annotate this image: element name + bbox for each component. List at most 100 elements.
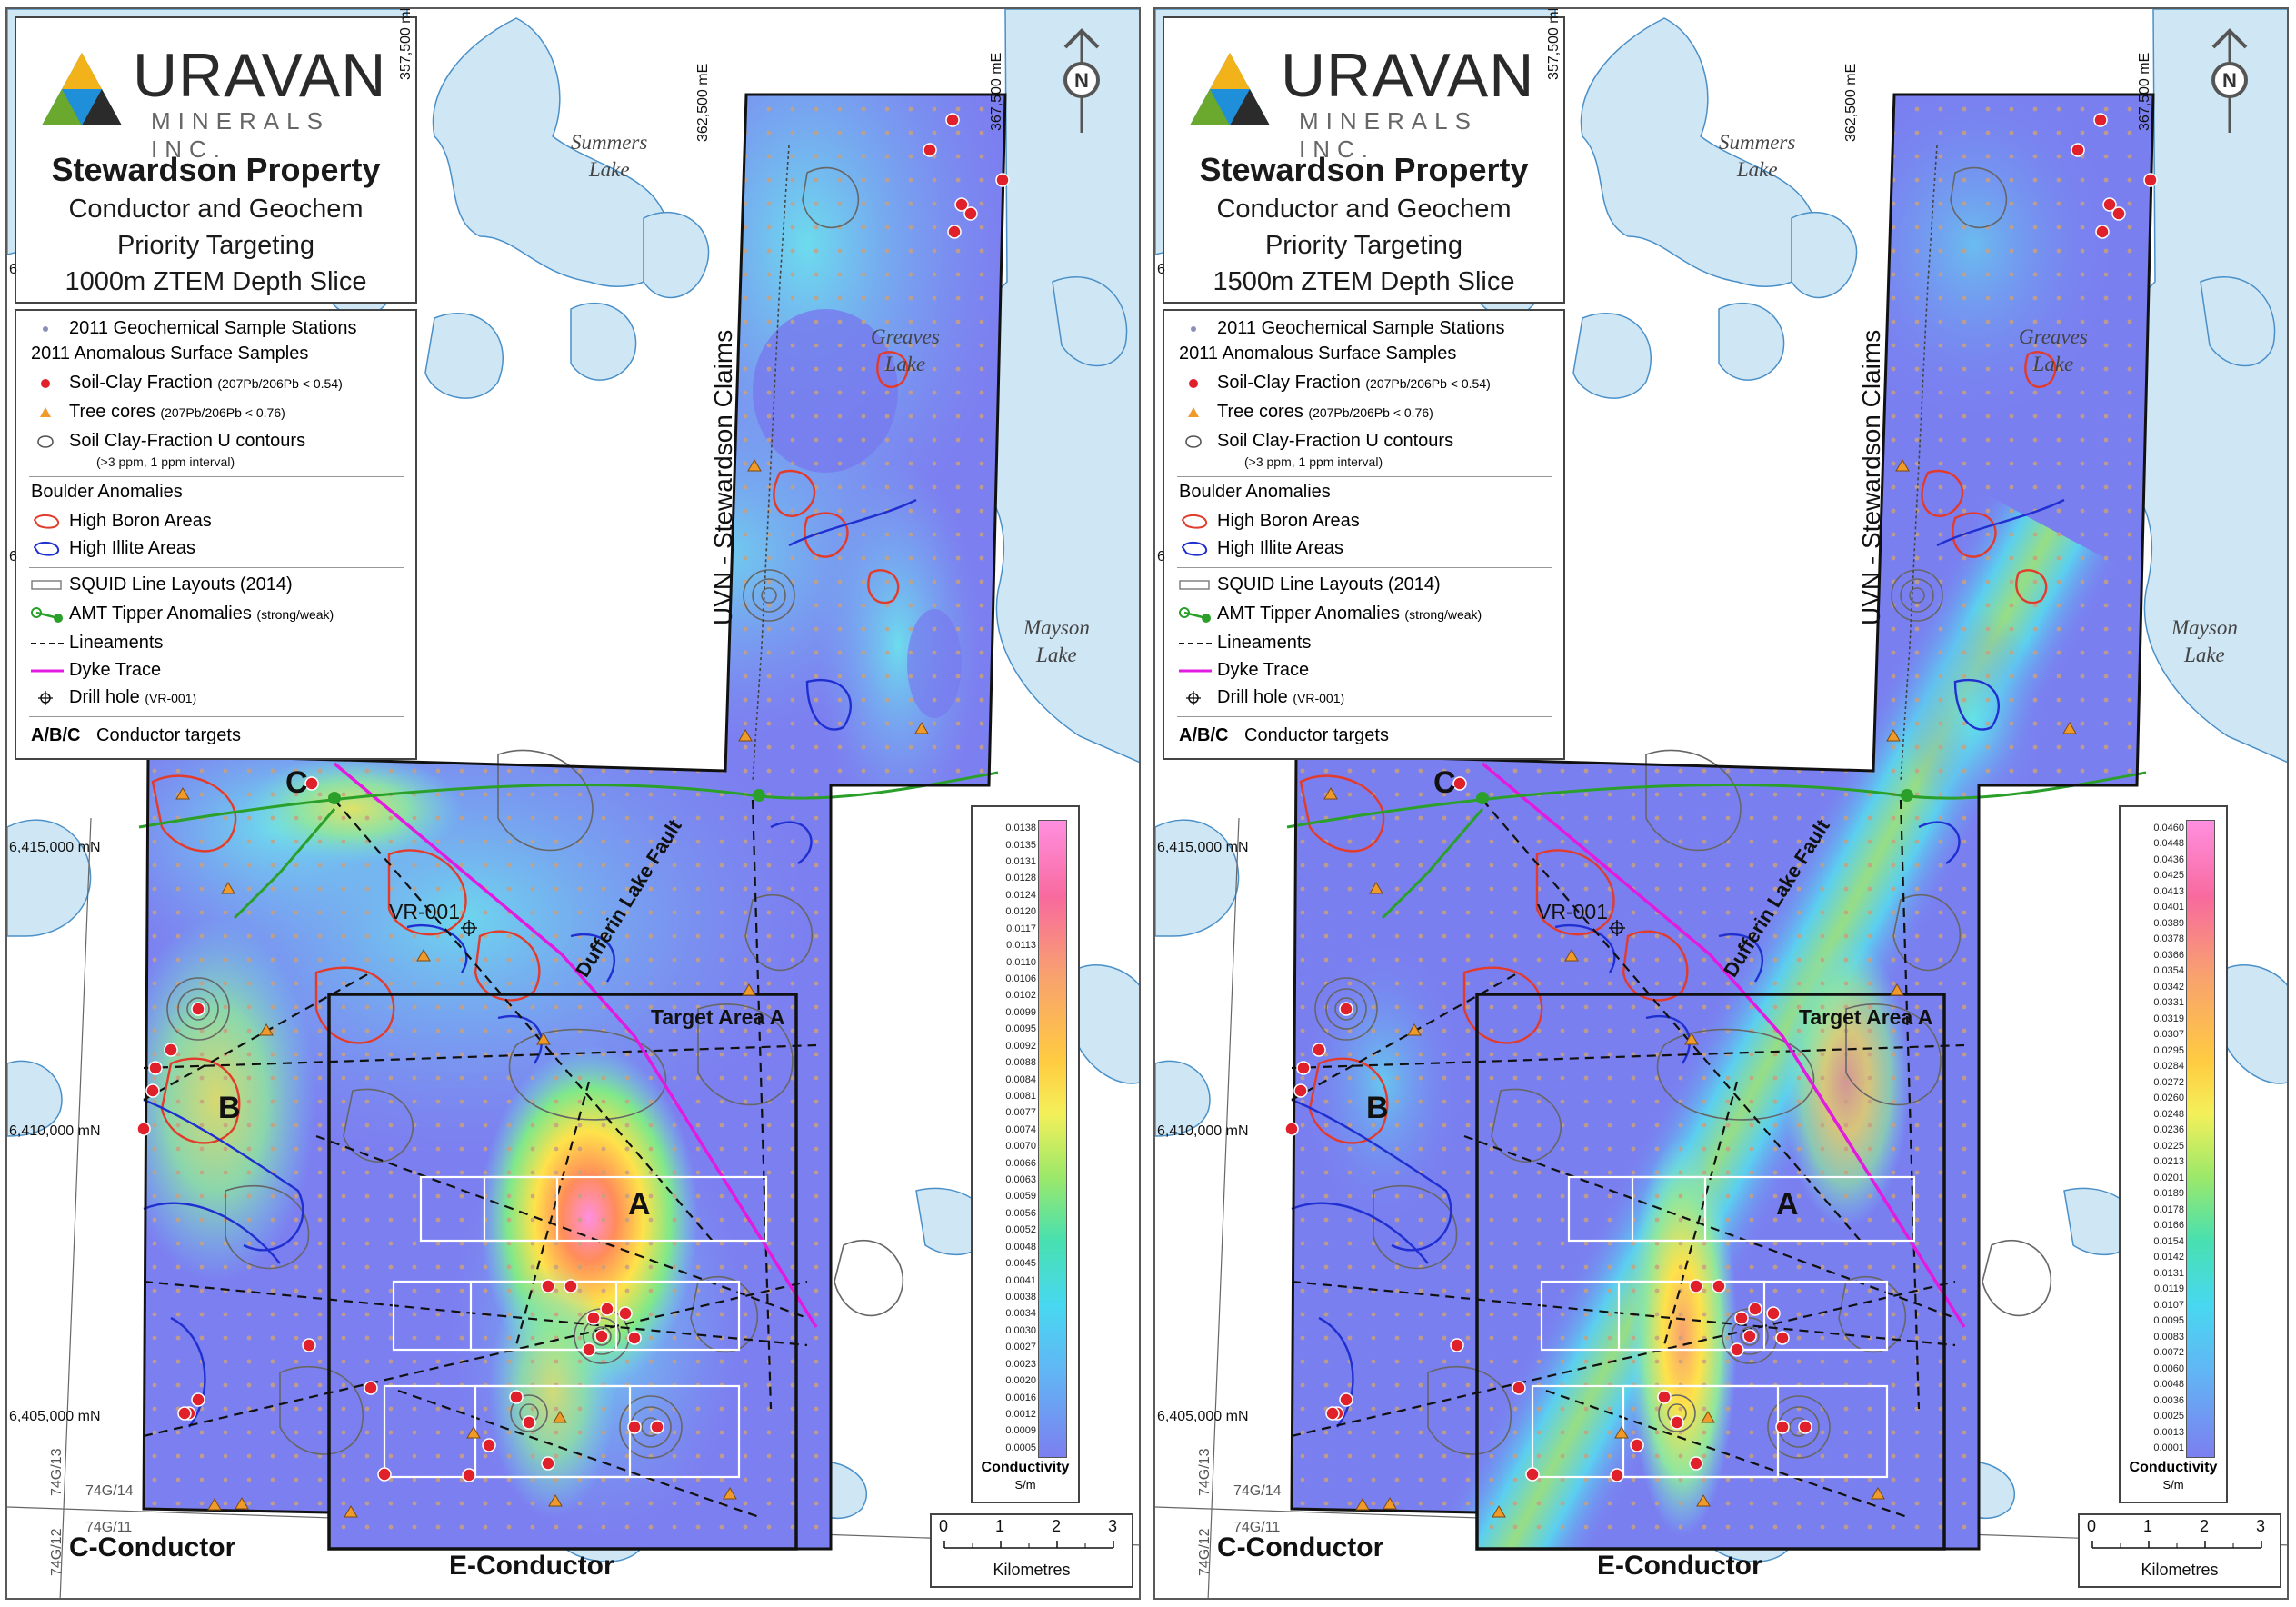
- target-c-letter: C: [285, 765, 308, 800]
- colorbar-tick-label: 0.0025: [2153, 1411, 2184, 1422]
- drill-hole-marker: [461, 920, 477, 936]
- colorbar-tick-label: 0.0030: [1005, 1324, 1036, 1336]
- colorbar-tick-label: 0.0110: [1006, 956, 1036, 968]
- colorbar-unit: S/m: [2162, 1478, 2184, 1492]
- colorbar-tick-label: 0.0009: [1005, 1425, 1036, 1437]
- legend-high-boron: High Boron Areas: [16, 509, 415, 534]
- conductivity-colorbar: 0.0460 0.0448 0.0436 0.0425 0.0413 0.0401 0.03…: [2119, 805, 2228, 1503]
- legend-dyke: Dyke Trace: [16, 658, 415, 684]
- legend-label: SQUID Line Layouts (2014): [69, 574, 293, 594]
- grid-north-2: 6,410,000 mN: [9, 1123, 101, 1139]
- grid-edge-6a: 6: [1157, 262, 1165, 277]
- colorbar-tick-label: 0.0056: [1005, 1207, 1036, 1219]
- legend-label: AMT Tipper Anomalies: [69, 604, 252, 624]
- target-a-letter: A: [1776, 1187, 1799, 1222]
- colorbar-ticks: 0.0138 0.0135 0.0131 0.0128 0.0124 0.0120 0.01…: [978, 820, 1036, 1456]
- colorbar-tick-label: 0.0135: [1005, 839, 1036, 851]
- scale-tick-0: 0: [2087, 1517, 2097, 1535]
- colorbar-tick-label: 0.0425: [2153, 870, 2184, 882]
- colorbar-tick-label: 0.0354: [2153, 965, 2184, 977]
- grid-north-1: 6,415,000 mN: [9, 840, 101, 855]
- legend-label: AMT Tipper Anomalies: [1217, 604, 1400, 624]
- colorbar-tick-label: 0.0142: [2153, 1252, 2184, 1263]
- legend-targets-abbr: A/B/C: [1179, 725, 1229, 745]
- legend-u-contours: Soil Clay-Fraction U contours: [16, 429, 415, 454]
- colorbar-tick-label: 0.0138: [1005, 823, 1036, 834]
- colorbar-tick-label: 0.0016: [1005, 1392, 1036, 1403]
- colorbar-tick-label: 0.0060: [2153, 1362, 2184, 1374]
- legend-targets: A/B/C Conductor targets: [1164, 724, 1563, 749]
- map-subtitle-1: Conductor and Geochem: [68, 195, 364, 224]
- colorbar-tick-label: 0.0106: [1005, 973, 1036, 984]
- legend-label: Lineaments: [69, 633, 164, 653]
- legend-squid: SQUID Line Layouts (2014): [16, 573, 415, 598]
- scale-tick-3: 3: [1108, 1517, 1118, 1535]
- colorbar-tick-label: 0.0413: [2153, 885, 2184, 897]
- map-depth-slice: 1000m ZTEM Depth Slice: [65, 267, 367, 296]
- colorbar-tick-label: 0.0189: [2153, 1188, 2184, 1200]
- colorbar-tick-label: 0.0178: [2153, 1203, 2184, 1215]
- colorbar-tick-label: 0.0366: [2153, 949, 2184, 961]
- colorbar-title: Conductivity: [2129, 1460, 2218, 1475]
- legend-high-boron: High Boron Areas: [1164, 509, 1563, 534]
- colorbar-tick-label: 0.0131: [2153, 1267, 2184, 1279]
- legend-note: (strong/weak): [1404, 607, 1482, 622]
- legend: 2011 Geochemical Sample Stations 2011 An…: [1163, 309, 1565, 760]
- legend-label: Soil Clay-Fraction U contours: [1217, 431, 1454, 451]
- scale-bar-graphic: [943, 1541, 1114, 1549]
- grid-east-3: 367,500 mE: [989, 52, 1004, 131]
- grid-north-1: 6,415,000 mN: [1157, 840, 1249, 855]
- colorbar-tick-label: 0.0260: [2153, 1093, 2184, 1104]
- boron-areas: [1299, 351, 2057, 1144]
- nts-14-label: 74G/14: [1233, 1483, 1282, 1499]
- grid-north-3: 6,405,000 mN: [9, 1409, 101, 1424]
- legend-tree-cores: Tree cores (207Pb/206Pb < 0.76): [1164, 400, 1563, 425]
- legend-lineaments: Lineaments: [16, 631, 415, 656]
- legend-note: (VR-001): [145, 691, 197, 705]
- uravan-logo-icon: [1190, 53, 1270, 125]
- grid-east-3: 367,500 mE: [2137, 52, 2152, 131]
- colorbar-tick-label: 0.0272: [2153, 1076, 2184, 1088]
- scale-unit: Kilometres: [2141, 1561, 2219, 1579]
- contour-icon: [1185, 435, 1202, 448]
- legend-label: Tree cores: [69, 402, 155, 422]
- title-box: URAVAN MINERALS INC. Stewardson Property…: [15, 16, 417, 304]
- colorbar-tick-label: 0.0081: [1005, 1090, 1036, 1102]
- uravan-logo-icon: [42, 53, 122, 125]
- north-arrow-label: N: [1074, 69, 1089, 92]
- drill-hole-icon: [38, 691, 53, 705]
- lake-summers-label: Summers Lake: [1719, 131, 1796, 181]
- legend-soil-clay: Soil-Clay Fraction (207Pb/206Pb < 0.54): [1164, 371, 1563, 396]
- boron-areas: [151, 351, 909, 1144]
- contour-icon: [37, 435, 54, 448]
- scale-tick-1: 1: [995, 1517, 1005, 1535]
- colorbar-tick-label: 0.0013: [2153, 1426, 2184, 1438]
- map-title: Stewardson Property: [1199, 151, 1529, 188]
- legend-tree-cores: Tree cores (207Pb/206Pb < 0.76): [16, 400, 415, 425]
- legend-targets: A/B/C Conductor targets: [16, 724, 415, 749]
- target-a-letter: A: [628, 1187, 651, 1222]
- colorbar-tick-label: 0.0113: [1006, 940, 1036, 952]
- legend-divider: [1177, 476, 1552, 477]
- soil-clay-samples: [1284, 113, 2158, 1482]
- colorbar-tick-label: 0.0077: [1005, 1107, 1036, 1119]
- map-panel-1000m: URAVAN MINERALS INC. Stewardson Property…: [5, 7, 1141, 1600]
- legend-divider: [29, 567, 404, 568]
- tree-core-samples: [175, 459, 929, 1518]
- colorbar-tick-label: 0.0092: [1005, 1040, 1036, 1052]
- legend-label: High Boron Areas: [1217, 511, 1360, 531]
- colorbar-tick-label: 0.0052: [1005, 1224, 1036, 1236]
- illite-area-icon: [33, 542, 60, 556]
- legend-anomalous-header: 2011 Anomalous Surface Samples: [1179, 344, 1457, 364]
- legend-anomalous-header: 2011 Anomalous Surface Samples: [31, 344, 309, 364]
- legend-label: Dyke Trace: [1217, 660, 1310, 680]
- colorbar-tick-label: 0.0201: [2153, 1172, 2184, 1183]
- target-area-box: [327, 993, 798, 1551]
- colorbar-tick-label: 0.0070: [1005, 1141, 1036, 1153]
- colorbar-tick-label: 0.0074: [1005, 1123, 1036, 1135]
- map-title: Stewardson Property: [51, 151, 381, 188]
- e-conductor-label: E-Conductor: [1597, 1551, 1762, 1581]
- grid-north-2: 6,410,000 mN: [1157, 1123, 1249, 1139]
- amt-tipper-anomalies: [138, 771, 999, 920]
- dyke-icon: [31, 669, 64, 673]
